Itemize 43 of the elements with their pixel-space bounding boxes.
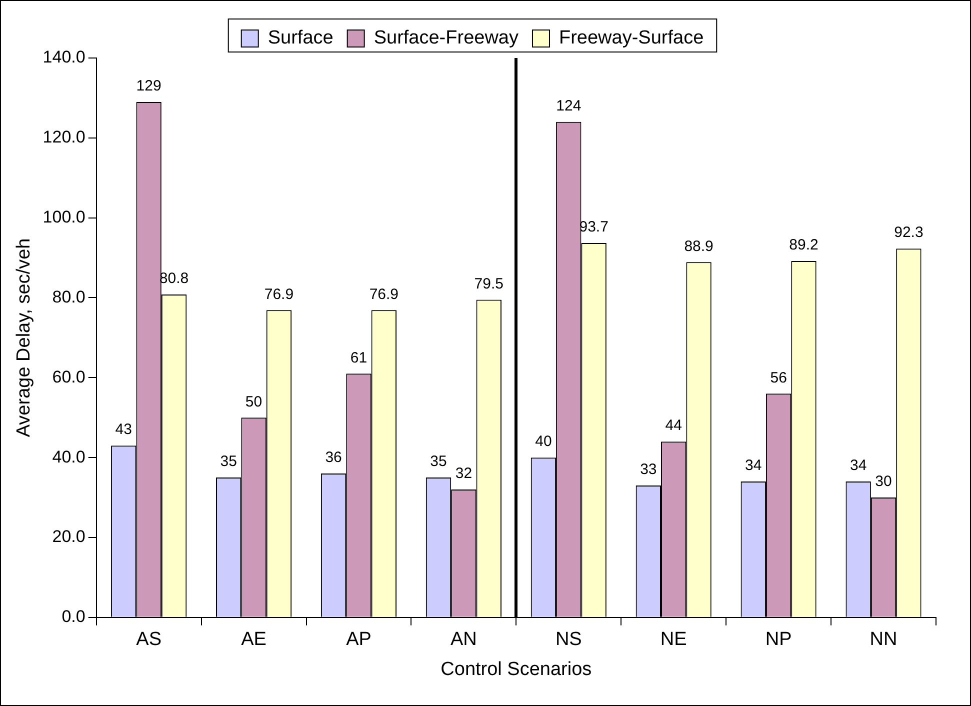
data-label: 129: [136, 78, 162, 95]
y-axis-title: Average Delay, sec/veh: [14, 238, 35, 438]
data-label: 61: [350, 349, 368, 366]
data-label: 79.5: [474, 275, 504, 292]
y-tick-label: 80.0: [52, 287, 86, 306]
data-label: 32: [455, 465, 472, 482]
data-label: 33: [640, 461, 657, 478]
y-tick-label: 140.0: [42, 48, 86, 67]
data-label: 92.3: [894, 224, 924, 242]
data-label: 76.9: [264, 286, 294, 303]
x-tick-label: NE: [660, 629, 687, 650]
data-label: 34: [745, 457, 762, 474]
data-label: 56: [770, 369, 787, 386]
x-tick-label: AP: [346, 629, 372, 650]
x-axis-title: Control Scenarios: [440, 658, 592, 680]
x-tick-label: NS: [555, 629, 582, 650]
y-tick-label: 100.0: [42, 208, 86, 227]
data-label: 43: [115, 421, 132, 438]
data-label: 36: [325, 449, 342, 466]
data-label: 35: [220, 453, 237, 470]
data-label: 44: [665, 417, 682, 434]
y-tick-label: 60.0: [52, 367, 86, 386]
y-tick-label: 20.0: [52, 527, 86, 546]
data-label: 124: [556, 98, 582, 115]
legend-label: Freeway-Surface: [558, 28, 704, 49]
y-tick-label: 0.0: [62, 607, 86, 626]
data-label: 35: [430, 453, 447, 470]
data-label: 34: [850, 457, 867, 474]
x-tick-label: AS: [136, 629, 162, 650]
y-tick-label: 40.0: [52, 447, 86, 466]
y-tick-label: 120.0: [42, 128, 86, 147]
x-tick-label: AN: [450, 629, 477, 650]
data-label: 76.9: [369, 286, 399, 303]
data-label: 30: [875, 473, 892, 490]
data-label: 50: [245, 393, 262, 410]
legend-label: Surface-Freeway: [374, 28, 519, 49]
data-label: 40: [535, 433, 552, 450]
data-label: 89.2: [789, 236, 818, 254]
data-label: 88.9: [684, 238, 714, 255]
x-tick-label: NN: [870, 629, 898, 650]
x-tick-label: AE: [241, 629, 266, 650]
x-tick-label: NP: [765, 629, 792, 650]
legend-label: Surface: [268, 28, 334, 49]
